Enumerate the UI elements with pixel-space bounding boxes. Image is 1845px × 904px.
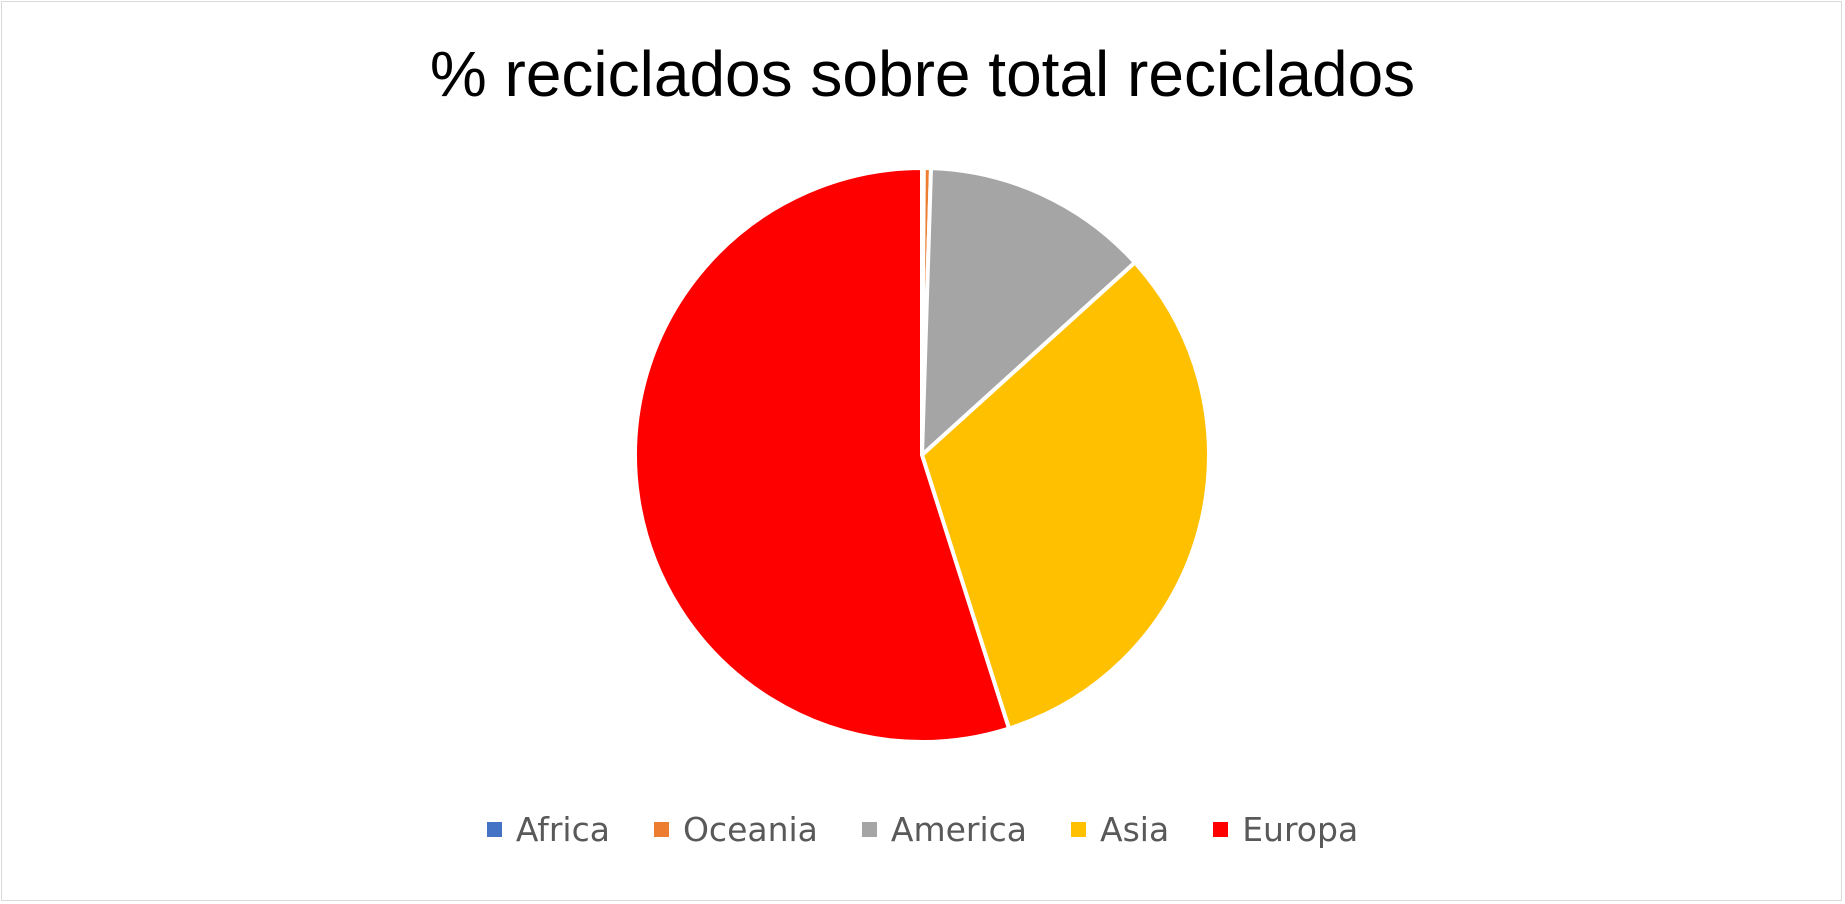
legend-label: Oceania	[682, 810, 818, 849]
legend-label: Africa	[515, 810, 610, 849]
pie-slice-america	[920, 166, 1137, 457]
legend-item-america: America	[861, 810, 1028, 849]
legend-swatch	[653, 822, 669, 837]
legend: Africa Oceania America Asia Europa	[0, 810, 1845, 849]
legend-item-oceania: Oceania	[653, 810, 818, 849]
legend-item-africa: Africa	[486, 810, 610, 849]
legend-swatch	[1071, 822, 1087, 837]
legend-swatch	[486, 822, 502, 837]
chart-title: % reciclados sobre total reciclados	[429, 38, 1416, 110]
pie-slices	[633, 166, 1212, 744]
legend-label: Europa	[1242, 810, 1359, 849]
legend-swatch	[861, 822, 877, 837]
pie-slice-asia	[920, 260, 1212, 731]
legend-swatch	[1213, 822, 1229, 837]
pie-slice-europa	[633, 166, 1011, 744]
legend-label: America	[890, 810, 1028, 849]
legend-item-europa: Europa	[1213, 810, 1358, 849]
legend-label: Asia	[1100, 810, 1170, 849]
legend-item-asia: Asia	[1071, 810, 1169, 849]
